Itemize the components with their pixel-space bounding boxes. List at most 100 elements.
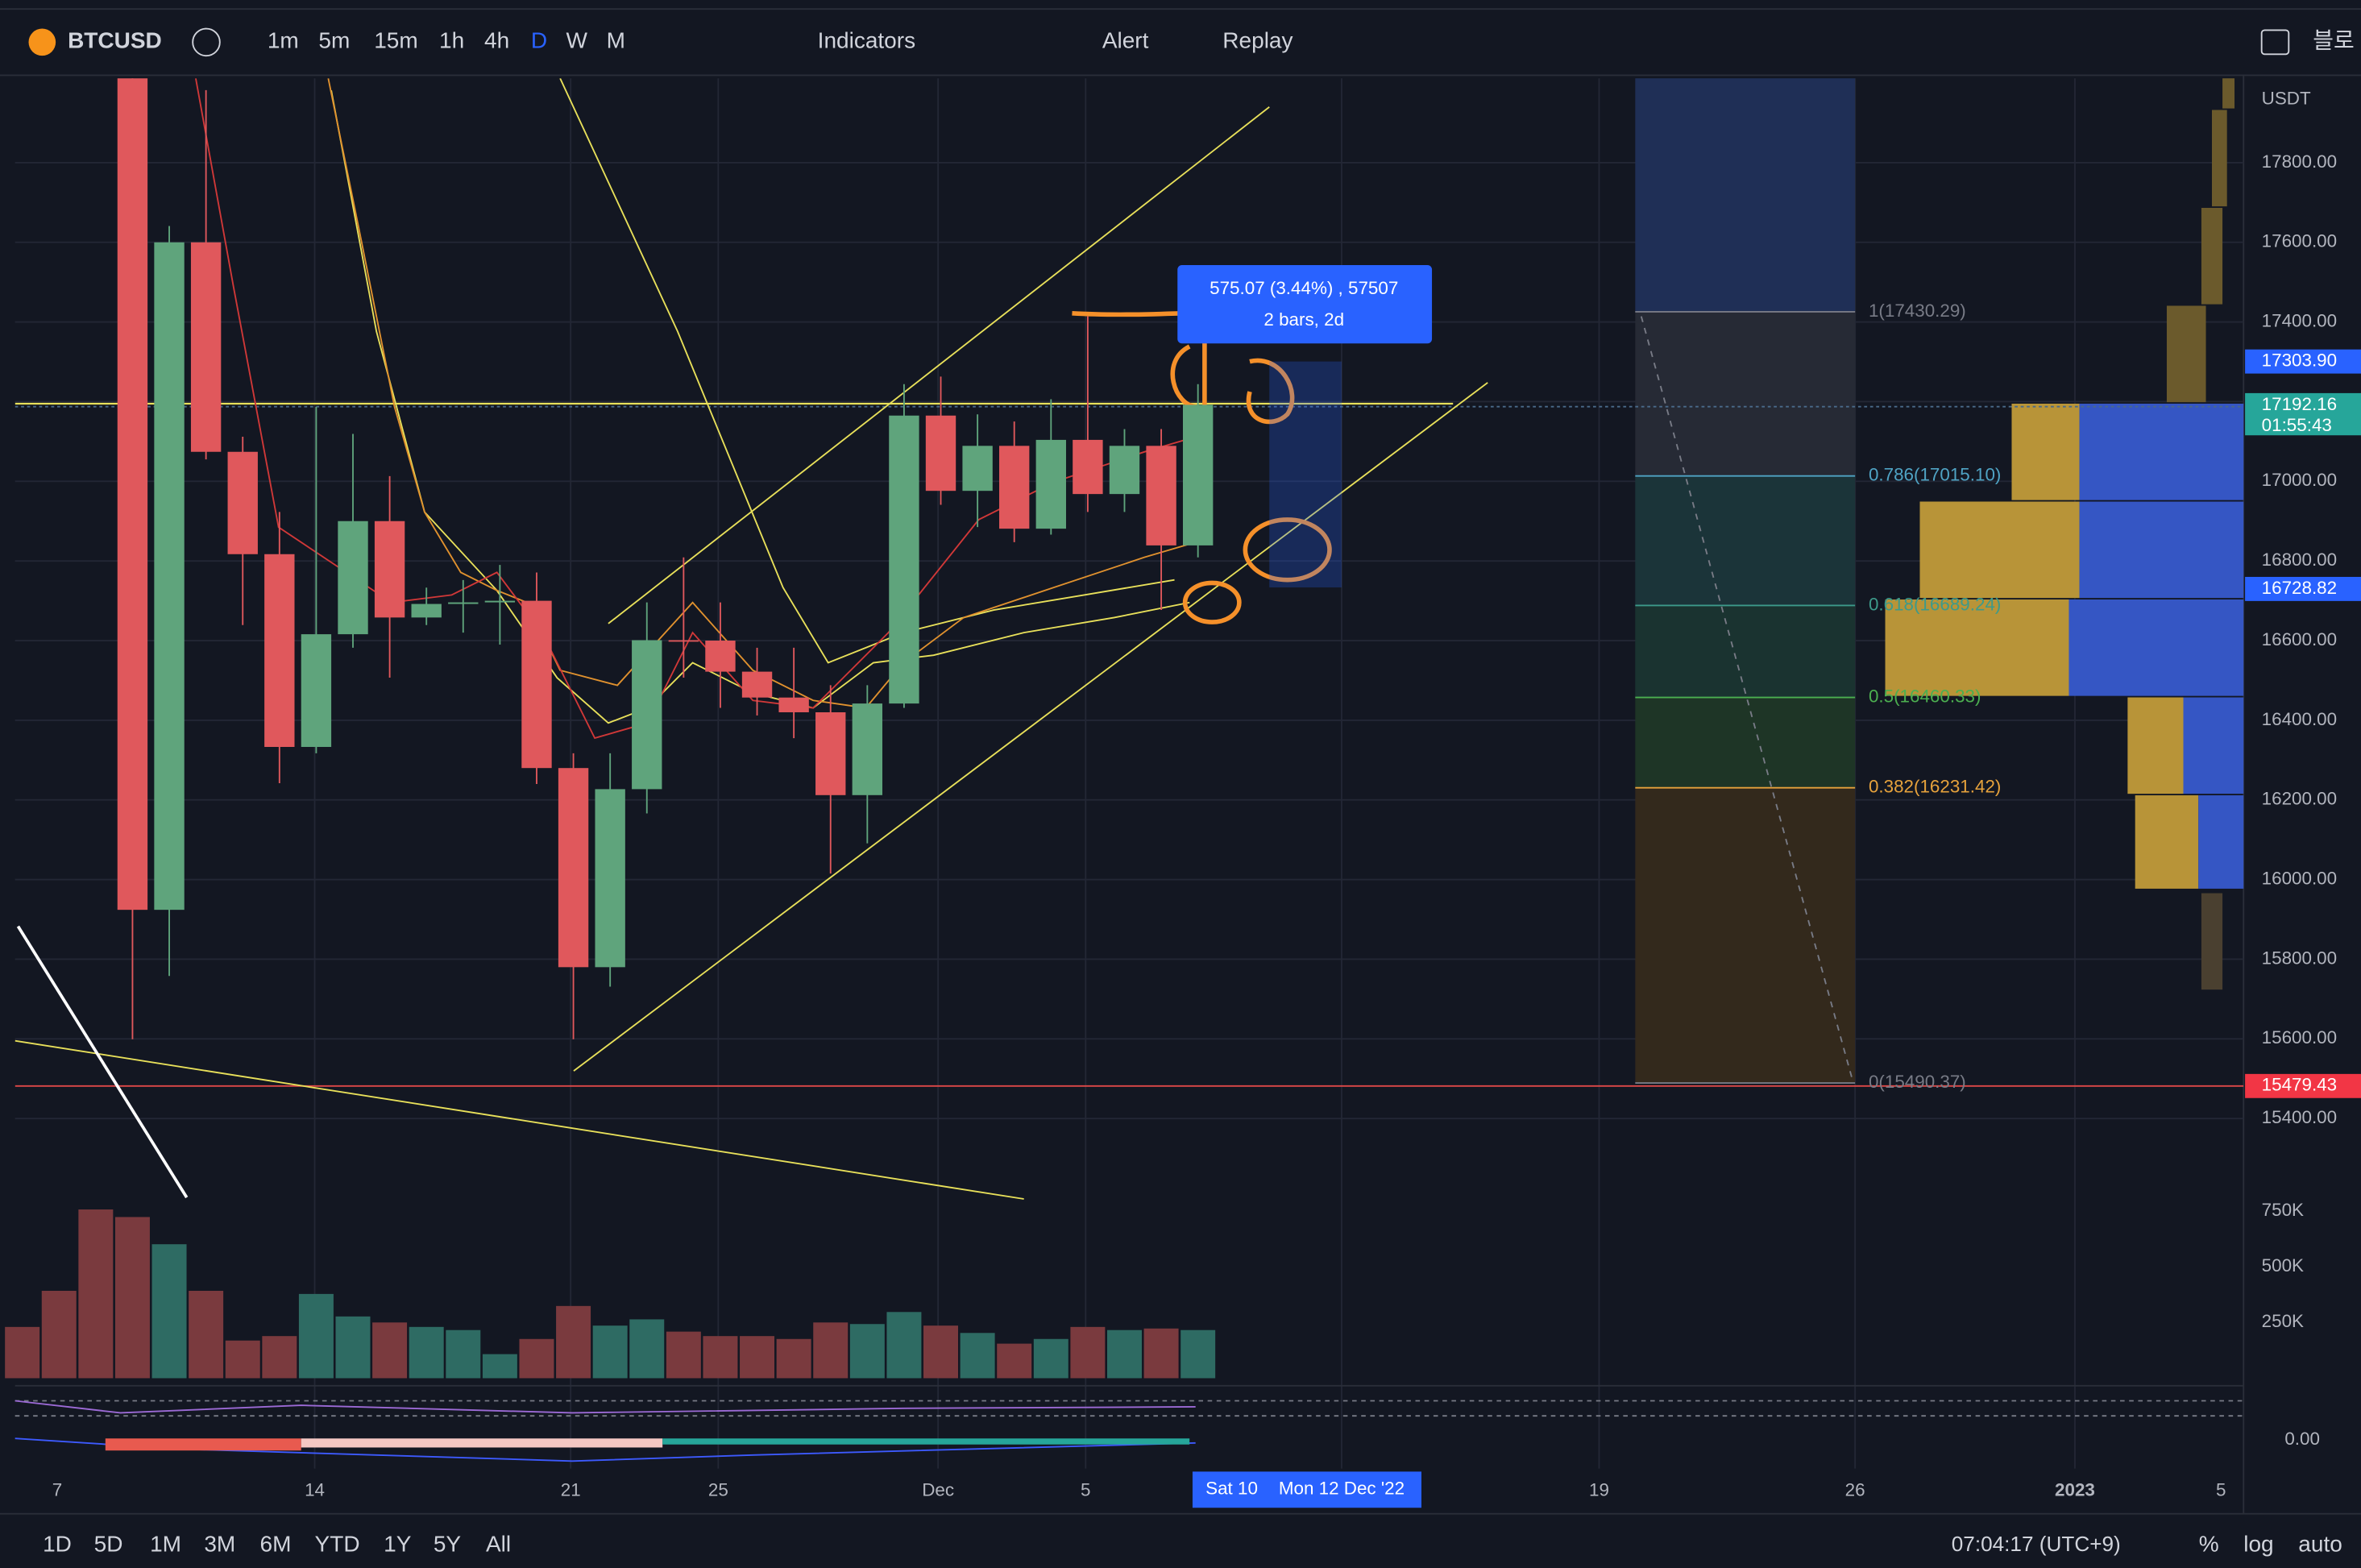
- interval-button[interactable]: W: [566, 28, 587, 53]
- price-tick-label: 17400.00: [2262, 311, 2337, 331]
- candle-body: [852, 703, 883, 795]
- date-tick-label: Dec: [922, 1480, 954, 1500]
- volume-bar: [849, 1324, 885, 1379]
- volume-profile: [1885, 78, 2244, 990]
- price-tag-text: 15479.43: [2262, 1075, 2337, 1095]
- candle-body: [889, 415, 919, 704]
- osc-label: 0.00: [2284, 1429, 2320, 1449]
- price-tick-label: 15600.00: [2262, 1027, 2337, 1047]
- candle-body: [1109, 446, 1140, 495]
- volume-bar: [298, 1293, 334, 1379]
- candle-body: [190, 242, 222, 452]
- volume-bar: [813, 1322, 849, 1379]
- alert-button[interactable]: Alert: [1102, 28, 1149, 53]
- price-tick-label: 16200.00: [2262, 789, 2337, 809]
- volume-bar: [78, 1209, 114, 1379]
- indicators-button[interactable]: Indicators: [818, 28, 915, 53]
- volume-bar: [482, 1354, 517, 1379]
- candle-body: [521, 600, 552, 769]
- clock: 07:04:17 (UTC+9): [1952, 1532, 2121, 1556]
- range-button[interactable]: YTD: [315, 1531, 360, 1556]
- price-tick-label: 16600.00: [2262, 629, 2337, 649]
- volume-bar: [1070, 1326, 1106, 1379]
- replay-button[interactable]: Replay: [1222, 28, 1293, 53]
- interval-button[interactable]: 4h: [484, 28, 509, 53]
- cursor-date-bg: [1192, 1471, 1421, 1508]
- candle-body: [1182, 404, 1214, 545]
- interval-button[interactable]: 15m: [374, 28, 417, 53]
- range-button[interactable]: 5D: [94, 1531, 123, 1556]
- range-button[interactable]: 5Y: [434, 1531, 462, 1556]
- candle-body: [668, 640, 699, 642]
- range-button[interactable]: 1D: [43, 1531, 72, 1556]
- range-button[interactable]: 6M: [260, 1531, 292, 1556]
- candle-body: [925, 415, 956, 492]
- volume-bar: [740, 1336, 775, 1379]
- candle-body: [632, 640, 662, 790]
- candle-body: [705, 641, 736, 672]
- volume-bar: [556, 1305, 591, 1379]
- measure-tooltip: [1177, 265, 1433, 344]
- range-button[interactable]: 3M: [204, 1531, 235, 1556]
- candle-body: [815, 711, 846, 795]
- fib-label: 1(17430.29): [1869, 301, 1966, 321]
- volume-bar: [960, 1333, 995, 1379]
- candle-body: [411, 604, 442, 618]
- interval-button[interactable]: 1h: [439, 28, 464, 53]
- interval-button[interactable]: 1m: [268, 28, 299, 53]
- fib-label: 0.5(16460.33): [1869, 686, 1981, 706]
- candle-body: [595, 789, 625, 968]
- volume-bar: [666, 1331, 701, 1379]
- candle-body: [741, 671, 773, 698]
- fib-label: 0(15490.37): [1869, 1072, 1966, 1092]
- candle-body: [227, 451, 258, 554]
- grid: [15, 78, 2244, 1469]
- scale-option[interactable]: auto: [2298, 1531, 2342, 1556]
- volume-tick-label: 500K: [2262, 1255, 2304, 1276]
- scale-option[interactable]: %: [2199, 1531, 2219, 1556]
- interval-button[interactable]: 5m: [318, 28, 350, 53]
- volume-bar: [1180, 1329, 1216, 1379]
- volume-bar: [629, 1319, 665, 1379]
- range-button[interactable]: All: [486, 1531, 511, 1556]
- volume-bar: [446, 1329, 481, 1379]
- candle-body: [1146, 446, 1176, 545]
- price-tag: [2245, 349, 2361, 374]
- candle-body: [448, 602, 479, 604]
- compare-button[interactable]: [192, 27, 221, 57]
- scale-option[interactable]: log: [2243, 1531, 2273, 1556]
- price-tick-label: 16000.00: [2262, 869, 2337, 889]
- volume-bar: [1106, 1329, 1142, 1379]
- volume-bar: [776, 1338, 811, 1379]
- interval-button[interactable]: M: [607, 28, 625, 53]
- measure-line1: 575.07 (3.44%) , 57507: [1210, 278, 1398, 298]
- candle-body: [374, 521, 405, 618]
- volume-tick-label: 250K: [2262, 1311, 2304, 1331]
- drawings: [15, 78, 2244, 1200]
- candle-body: [558, 768, 589, 968]
- cursor-date: Mon 12 Dec '22: [1279, 1479, 1405, 1499]
- date-tick-label: 25: [708, 1480, 728, 1500]
- price-tag-text: 17192.16: [2262, 394, 2337, 414]
- currency[interactable]: USDT: [2262, 88, 2311, 108]
- fib-label: 0.618(16689.24): [1869, 594, 2001, 614]
- range-button[interactable]: 1Y: [384, 1531, 412, 1556]
- volume-bar: [1143, 1328, 1179, 1379]
- interval-button[interactable]: D: [531, 28, 547, 53]
- price-tick-label: 17000.00: [2262, 470, 2337, 490]
- layout-icon[interactable]: [2260, 29, 2290, 56]
- price-tick-label: 16400.00: [2262, 709, 2337, 729]
- volume-bar: [592, 1325, 628, 1379]
- measure-line2: 2 bars, 2d: [1263, 309, 1344, 330]
- fib-retracement: [1635, 78, 1856, 1085]
- symbol[interactable]: BTCUSD: [68, 28, 162, 53]
- price-tick-label: 15400.00: [2262, 1107, 2337, 1127]
- date-tick-label: 21: [561, 1480, 581, 1500]
- side-button[interactable]: 블로: [2313, 28, 2355, 53]
- volume-bar: [5, 1326, 40, 1379]
- candle-body: [999, 446, 1030, 529]
- symbol-icon: [28, 28, 56, 56]
- range-button[interactable]: 1M: [150, 1531, 181, 1556]
- price-tag-text: 17303.90: [2262, 351, 2337, 371]
- volume-bar: [886, 1312, 922, 1379]
